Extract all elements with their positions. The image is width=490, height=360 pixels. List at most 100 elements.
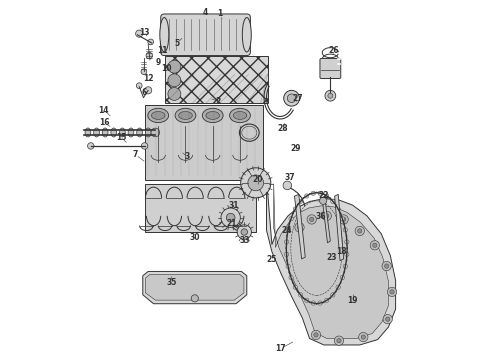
Ellipse shape [175, 108, 196, 123]
Polygon shape [335, 194, 343, 261]
Text: 9: 9 [156, 58, 161, 67]
Circle shape [237, 225, 251, 239]
Text: 16: 16 [99, 118, 110, 127]
Text: 22: 22 [318, 190, 329, 199]
Circle shape [241, 229, 247, 235]
Circle shape [297, 225, 302, 229]
Text: 1: 1 [217, 9, 222, 18]
Text: 31: 31 [228, 201, 239, 210]
Text: 11: 11 [157, 46, 168, 55]
Circle shape [307, 215, 317, 224]
Ellipse shape [111, 128, 117, 137]
Circle shape [383, 315, 392, 324]
Circle shape [343, 264, 347, 269]
Text: 5: 5 [174, 39, 179, 48]
Circle shape [331, 293, 335, 297]
Circle shape [390, 290, 394, 294]
Circle shape [310, 217, 314, 222]
Ellipse shape [179, 112, 192, 120]
Circle shape [318, 191, 322, 195]
Circle shape [336, 285, 340, 289]
Circle shape [285, 240, 289, 244]
Circle shape [331, 199, 335, 203]
Polygon shape [146, 274, 244, 300]
Circle shape [358, 229, 362, 233]
Circle shape [324, 298, 329, 302]
Circle shape [370, 240, 379, 250]
Text: 17: 17 [275, 344, 286, 353]
Ellipse shape [85, 128, 91, 137]
Ellipse shape [243, 18, 251, 52]
Text: 26: 26 [329, 46, 339, 55]
Circle shape [141, 69, 147, 75]
Circle shape [388, 287, 397, 297]
Circle shape [318, 301, 322, 305]
Text: 14: 14 [98, 105, 109, 114]
Text: 4: 4 [203, 8, 208, 17]
Circle shape [343, 228, 347, 232]
Text: 12: 12 [144, 75, 154, 84]
Circle shape [305, 194, 309, 198]
Circle shape [336, 207, 340, 211]
Ellipse shape [146, 128, 151, 137]
Circle shape [311, 191, 316, 195]
Circle shape [344, 240, 349, 244]
Text: 6: 6 [142, 87, 147, 96]
Circle shape [168, 87, 181, 100]
Circle shape [334, 336, 343, 345]
Circle shape [314, 333, 318, 337]
Circle shape [295, 223, 304, 232]
Text: 13: 13 [139, 28, 150, 37]
Text: 23: 23 [326, 253, 337, 262]
Circle shape [293, 285, 297, 289]
Circle shape [340, 275, 344, 280]
Text: 3: 3 [185, 152, 190, 161]
Text: 21: 21 [226, 219, 237, 228]
Circle shape [283, 181, 292, 190]
Text: 2: 2 [216, 96, 220, 105]
Polygon shape [267, 178, 395, 345]
Circle shape [355, 226, 365, 235]
Circle shape [241, 168, 271, 198]
Circle shape [226, 213, 235, 222]
Text: 19: 19 [347, 296, 358, 305]
Text: 27: 27 [293, 94, 303, 103]
Ellipse shape [102, 128, 108, 137]
Circle shape [319, 197, 327, 204]
Text: 25: 25 [267, 255, 277, 264]
Polygon shape [166, 56, 268, 103]
Text: 28: 28 [277, 123, 288, 132]
Circle shape [373, 243, 377, 247]
Ellipse shape [233, 112, 247, 120]
Circle shape [324, 194, 329, 198]
Ellipse shape [137, 128, 143, 137]
Circle shape [285, 252, 289, 256]
Text: 15: 15 [116, 133, 126, 142]
Text: 24: 24 [281, 226, 292, 235]
Circle shape [325, 90, 336, 101]
Ellipse shape [160, 18, 169, 52]
Circle shape [328, 93, 333, 98]
FancyBboxPatch shape [161, 14, 250, 55]
Ellipse shape [206, 112, 220, 120]
Text: 29: 29 [290, 144, 300, 153]
Circle shape [168, 60, 181, 73]
Circle shape [145, 87, 152, 94]
Text: 36: 36 [316, 212, 326, 221]
Circle shape [88, 143, 94, 149]
Circle shape [289, 217, 293, 221]
Circle shape [146, 52, 152, 59]
Polygon shape [322, 196, 330, 243]
Circle shape [248, 175, 264, 191]
Circle shape [361, 335, 366, 339]
Polygon shape [145, 105, 263, 180]
Circle shape [311, 330, 320, 339]
Circle shape [344, 252, 349, 256]
Circle shape [249, 177, 262, 190]
Circle shape [339, 215, 348, 224]
Circle shape [289, 275, 293, 280]
FancyBboxPatch shape [320, 58, 341, 78]
Circle shape [382, 261, 392, 271]
Circle shape [311, 301, 316, 305]
Polygon shape [143, 271, 247, 304]
